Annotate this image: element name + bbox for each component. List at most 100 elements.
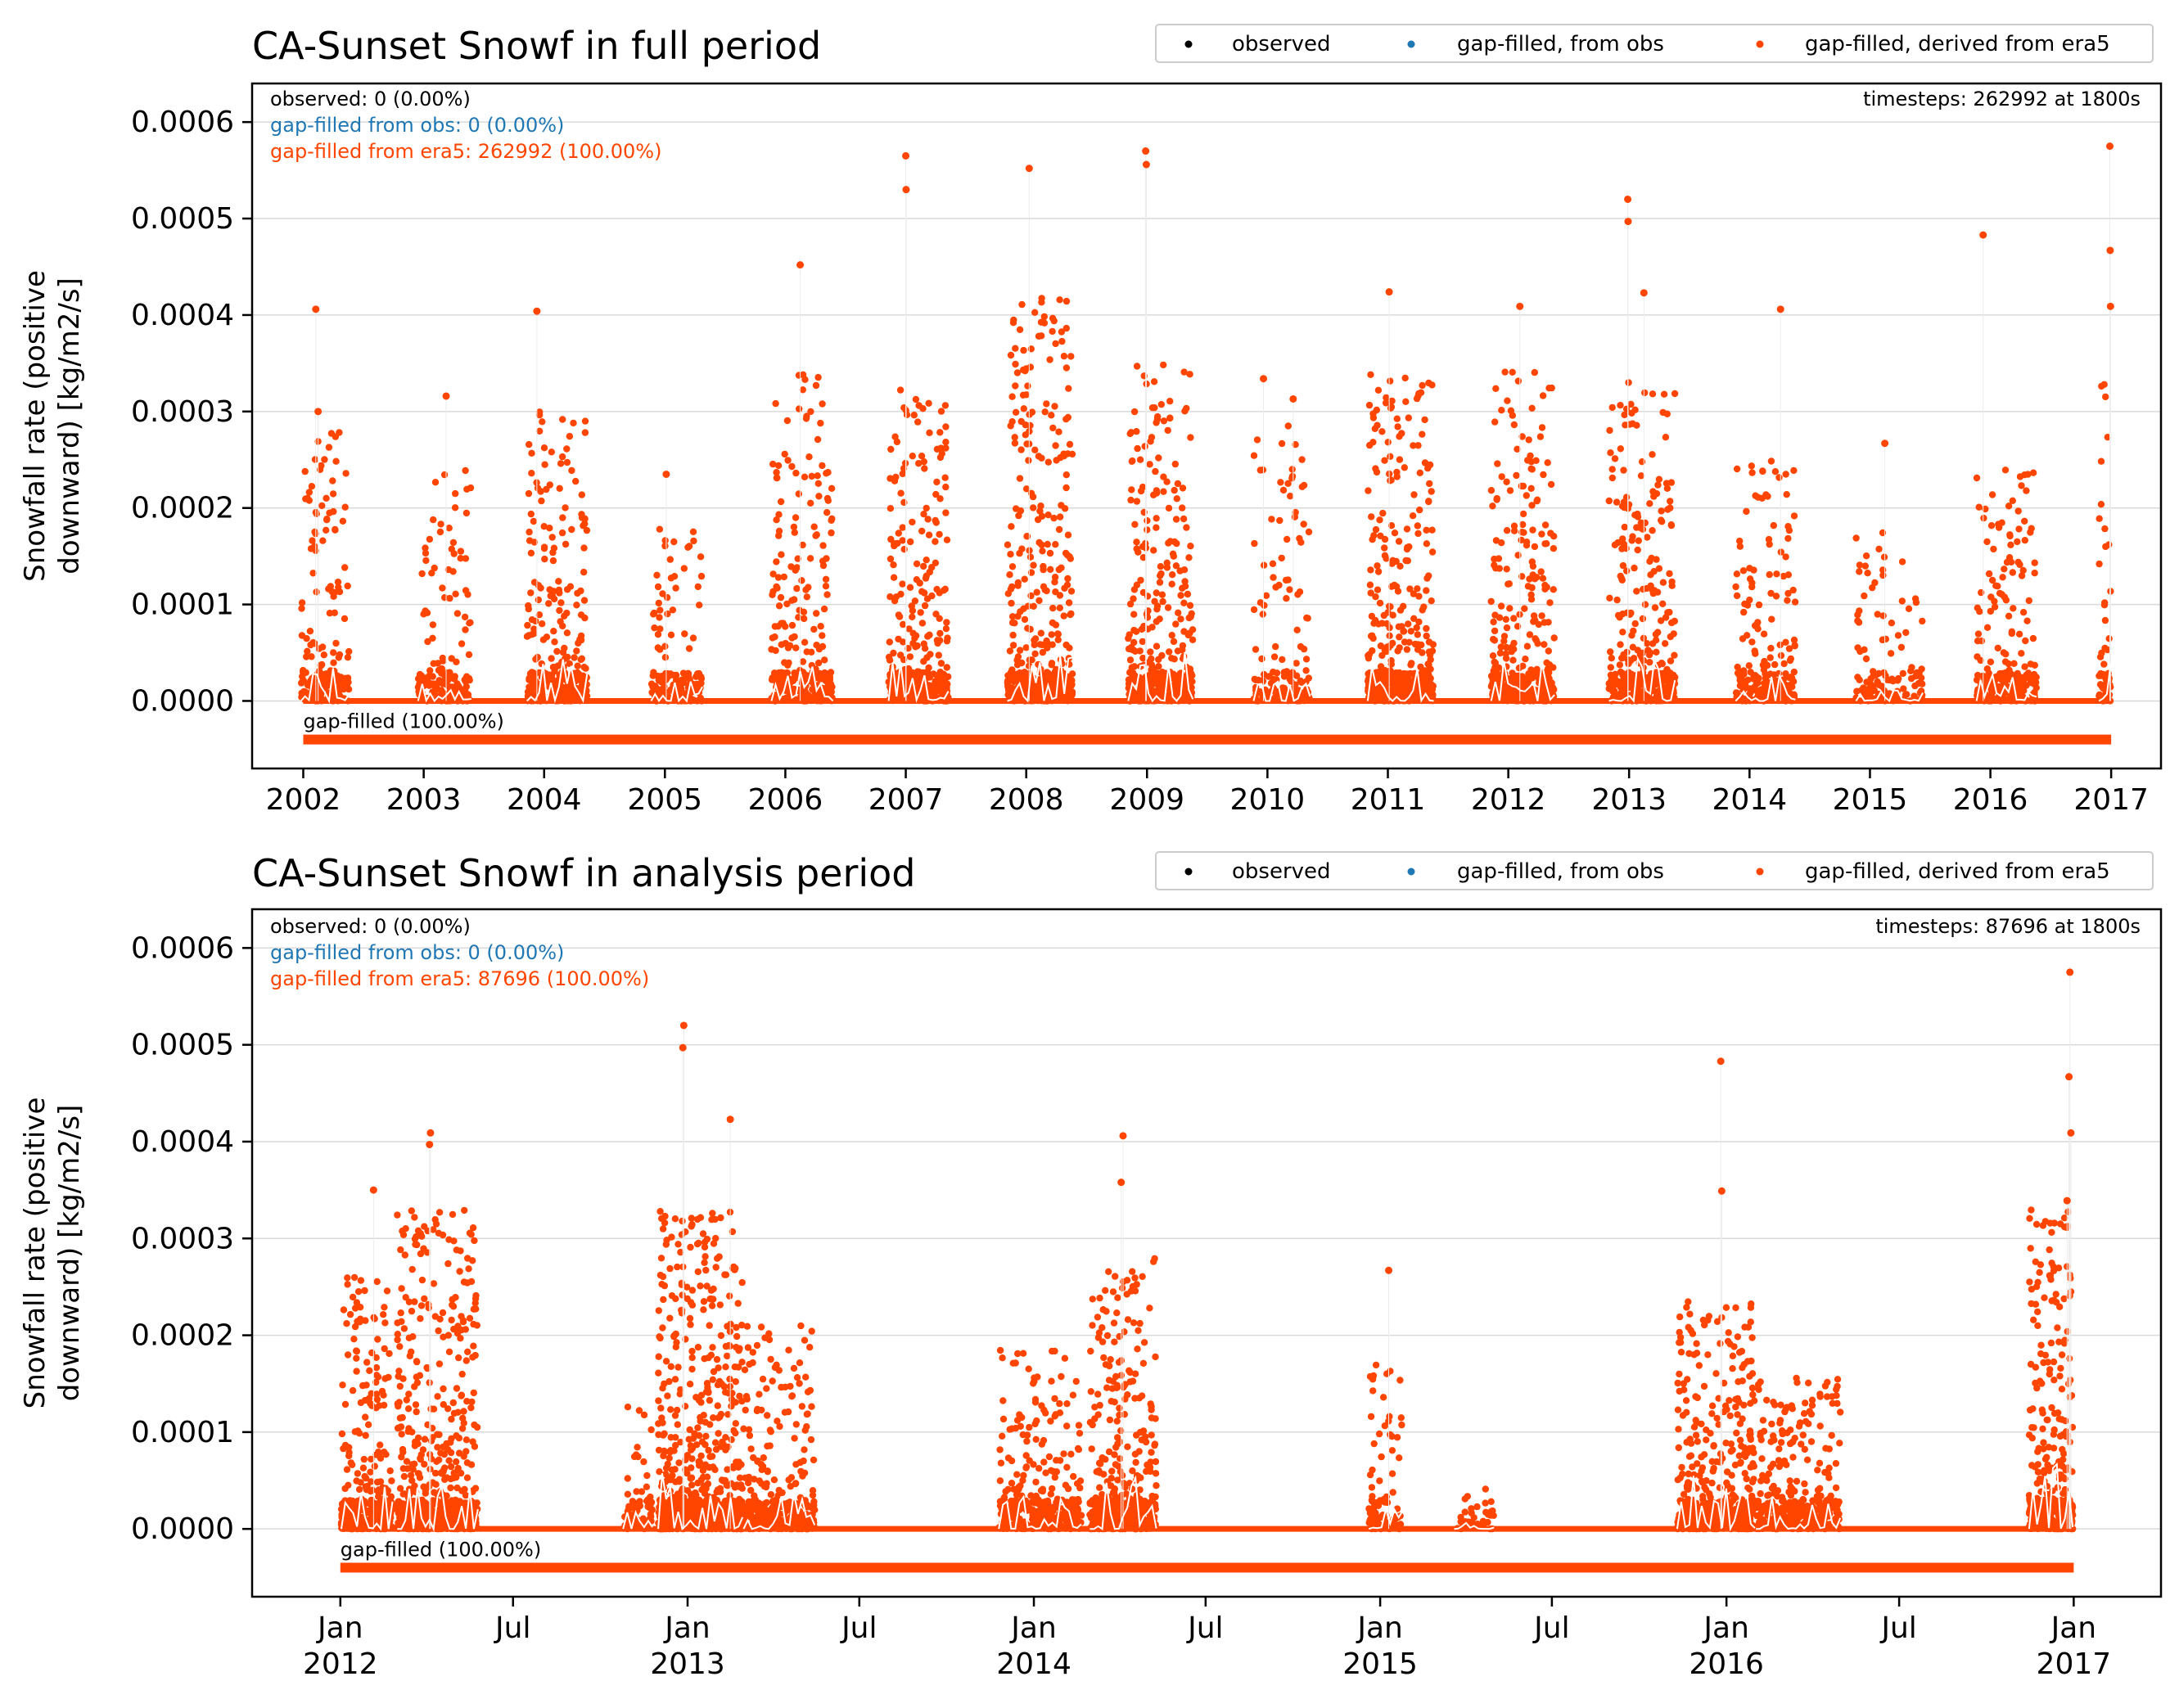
data-point [942, 444, 950, 452]
data-point [1539, 575, 1547, 582]
data-point [892, 473, 900, 481]
data-point [2021, 537, 2028, 544]
data-point [311, 528, 318, 536]
data-point [813, 610, 820, 617]
peak-point [533, 307, 541, 315]
data-point [2097, 457, 2105, 465]
data-point [1168, 580, 1175, 588]
data-point [936, 589, 943, 597]
data-point [1376, 599, 1384, 607]
data-point [534, 484, 542, 492]
peak-point [1624, 218, 1632, 226]
data-point [685, 645, 693, 652]
data-point [1009, 319, 1017, 327]
data-point [1067, 588, 1076, 595]
data-point [814, 435, 822, 444]
data-point [2029, 680, 2037, 687]
data-point [814, 480, 822, 487]
data-point [451, 504, 459, 511]
data-point [335, 584, 342, 591]
data-point [1283, 535, 1291, 543]
data-point [1007, 351, 1015, 359]
data-point [1014, 582, 1022, 589]
data-point [302, 495, 309, 502]
data-point [1269, 560, 1277, 567]
data-point [918, 527, 926, 535]
data-point [1401, 464, 1409, 471]
data-point [439, 654, 446, 662]
data-point [1533, 574, 1541, 581]
data-point [536, 408, 544, 416]
data-point [350, 1336, 358, 1343]
data-point [426, 667, 434, 674]
data-point [1272, 642, 1279, 651]
data-point [768, 646, 775, 653]
data-point [1783, 491, 1790, 498]
data-point [457, 548, 465, 555]
data-point [1782, 670, 1789, 678]
data-point [1387, 377, 1394, 385]
data-point [1860, 684, 1867, 692]
data-point [1126, 656, 1135, 664]
data-point [304, 682, 312, 689]
data-point [1004, 590, 1013, 597]
data-point [1403, 646, 1411, 653]
data-point [381, 1304, 388, 1311]
data-point [346, 1310, 354, 1318]
data-point [1975, 503, 1983, 511]
data-point [941, 474, 949, 481]
data-point [1270, 574, 1277, 581]
data-point [1056, 592, 1064, 599]
data-point [1049, 604, 1057, 612]
data-point [578, 514, 586, 521]
data-point [1153, 589, 1161, 597]
data-point [311, 640, 318, 647]
data-point [1510, 615, 1518, 622]
data-point [895, 530, 903, 537]
data-point [530, 625, 538, 633]
data-point [1550, 634, 1558, 642]
data-point [1491, 660, 1500, 667]
data-point [1664, 506, 1671, 513]
data-point [366, 1367, 373, 1375]
data-point [1415, 390, 1423, 398]
data-point [678, 676, 685, 684]
data-point [577, 632, 585, 640]
data-point [2025, 597, 2032, 605]
data-point [905, 625, 913, 633]
data-point [326, 610, 334, 617]
data-point [1033, 588, 1040, 596]
data-point [799, 541, 806, 549]
data-point [1502, 615, 1510, 623]
data-point [1185, 554, 1193, 561]
data-point [1366, 581, 1374, 588]
data-point [690, 537, 697, 545]
data-point [1186, 602, 1194, 609]
data-point [362, 1317, 369, 1324]
data-point [377, 1441, 384, 1449]
data-point [1607, 449, 1614, 457]
data-point [1666, 608, 1673, 616]
data-point [938, 450, 946, 457]
data-point [1425, 498, 1432, 505]
data-point [2031, 559, 2038, 566]
data-point [448, 655, 455, 662]
data-point [2019, 609, 2028, 616]
data-point [1131, 521, 1139, 528]
data-point [891, 433, 899, 440]
data-point [1861, 592, 1868, 600]
data-point [1782, 471, 1789, 478]
data-point [1160, 488, 1167, 495]
data-point [1049, 672, 1057, 679]
data-point [1640, 585, 1647, 593]
data-point [1049, 327, 1056, 336]
data-point [343, 1466, 351, 1473]
data-point [546, 525, 553, 532]
data-point [1377, 663, 1385, 670]
data-point [828, 529, 835, 537]
data-point [1739, 677, 1747, 684]
peak-point [1385, 288, 1393, 296]
data-point [461, 613, 469, 621]
data-point [2018, 650, 2025, 657]
data-point [1128, 486, 1135, 493]
